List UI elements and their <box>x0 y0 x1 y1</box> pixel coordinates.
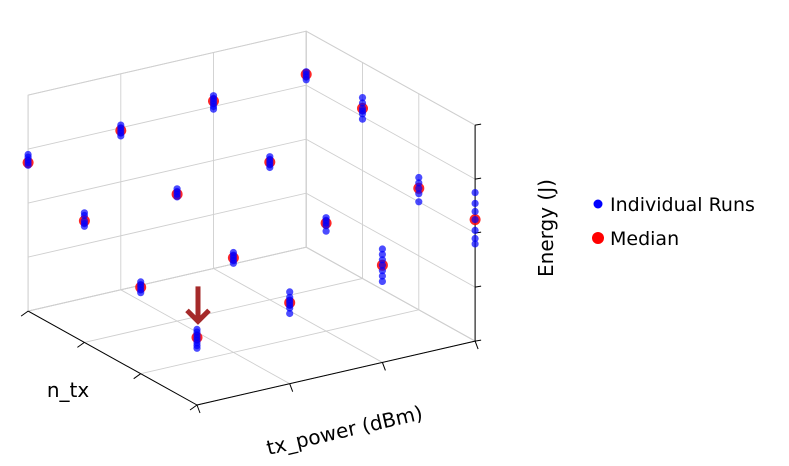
y-axis-title: n_tx <box>47 378 90 402</box>
run-point <box>209 92 218 100</box>
run-point <box>80 209 88 217</box>
x-axis-tick <box>289 383 294 392</box>
legend-label-median: Median <box>610 228 679 250</box>
y-axis-tick <box>20 310 29 317</box>
run-point <box>322 214 330 222</box>
axes-layer <box>20 123 482 414</box>
run-point <box>378 250 386 258</box>
x-axis-tick <box>474 340 479 350</box>
annotation-arrow-head <box>185 308 211 325</box>
grid-line-z <box>27 192 476 288</box>
grid-line-z <box>27 30 476 126</box>
grid-line-y <box>196 125 476 406</box>
legend-label-individual-runs: Individual Runs <box>610 194 755 216</box>
z-axis-tick <box>475 339 482 342</box>
legend-marker-median <box>592 232 604 244</box>
floor-pane <box>26 246 477 406</box>
run-point <box>378 245 386 253</box>
run-point <box>471 234 479 243</box>
annotation-layer <box>185 286 211 325</box>
run-point <box>415 173 423 182</box>
run-point <box>358 104 367 112</box>
text-layer: tx_power (dBm) n_tx Energy (J) <box>47 179 558 460</box>
annotation-arrow <box>185 286 211 325</box>
run-point <box>173 185 181 193</box>
run-point <box>378 256 386 264</box>
grid-line-z <box>27 138 476 234</box>
run-point <box>471 199 479 207</box>
legend-marker-individual-runs <box>593 199 603 209</box>
run-point <box>358 115 367 123</box>
run-point <box>378 261 386 269</box>
run-point <box>322 227 330 235</box>
run-point <box>415 198 423 206</box>
run-point <box>378 272 386 280</box>
z-axis-tick <box>475 123 482 126</box>
grid-line-z <box>27 246 476 342</box>
run-point <box>415 190 423 198</box>
run-point <box>193 325 201 333</box>
run-point <box>266 153 274 161</box>
run-point <box>24 150 32 159</box>
y-axis-tick <box>133 373 141 380</box>
run-point <box>378 267 386 275</box>
run-point <box>358 94 367 102</box>
x-axis-line <box>196 340 476 406</box>
run-point <box>471 240 479 248</box>
run-point <box>117 121 125 129</box>
z-axis-tick <box>475 285 482 288</box>
run-point <box>471 216 479 224</box>
y-axis-line <box>27 310 198 406</box>
run-point <box>286 293 294 301</box>
x-axis-tick <box>196 404 201 414</box>
run-point <box>378 277 386 285</box>
grid-line-y <box>140 93 420 375</box>
grid-line-x <box>213 52 383 363</box>
y-axis-tick <box>189 404 198 411</box>
run-point <box>286 288 294 296</box>
run-point <box>415 179 423 187</box>
legend: Individual Runs Median <box>592 194 755 250</box>
run-point <box>358 99 367 107</box>
grid-line-x <box>120 73 290 385</box>
run-point <box>302 68 310 76</box>
run-point <box>80 217 88 225</box>
run-point <box>229 248 237 257</box>
grid-line-z <box>27 84 476 180</box>
run-point <box>471 207 479 216</box>
x-axis-title: tx_power (dBm) <box>264 401 425 460</box>
points-layer <box>22 68 481 352</box>
z-axis-title: Energy (J) <box>534 179 558 277</box>
run-point <box>415 184 423 192</box>
run-point <box>471 189 479 197</box>
z-axis-tick <box>475 177 482 180</box>
x-axis-tick <box>381 362 386 371</box>
run-point <box>471 226 479 234</box>
run-point <box>286 309 294 318</box>
run-point <box>137 278 145 286</box>
y-axis-tick <box>77 341 85 348</box>
